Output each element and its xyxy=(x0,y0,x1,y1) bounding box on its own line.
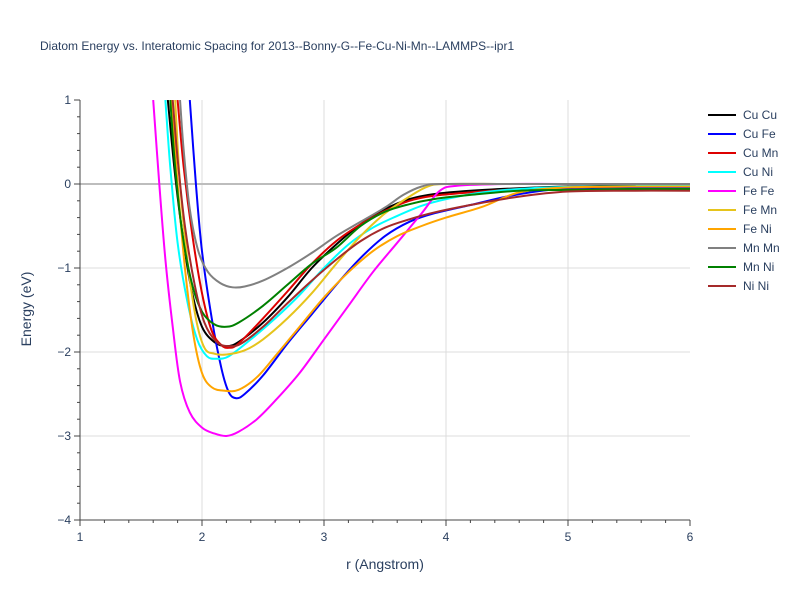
series-line-cu-fe xyxy=(188,100,690,400)
x-tick-label: 1 xyxy=(77,530,84,544)
x-tick-label: 6 xyxy=(687,530,694,544)
series-line-cu-mn xyxy=(176,100,690,349)
y-tick-label: −4 xyxy=(57,513,71,527)
legend-label: Cu Fe xyxy=(743,127,776,141)
y-tick-label: 0 xyxy=(64,177,71,191)
x-tick-label: 4 xyxy=(443,530,450,544)
legend-label: Cu Ni xyxy=(743,165,773,179)
legend-item-fe-ni[interactable]: Fe Ni xyxy=(708,222,772,236)
legend-label: Mn Ni xyxy=(743,260,774,274)
legend-label: Cu Mn xyxy=(743,146,778,160)
y-axis-label: Energy (eV) xyxy=(18,272,34,347)
legend-item-fe-fe[interactable]: Fe Fe xyxy=(708,184,775,198)
legend-item-mn-mn[interactable]: Mn Mn xyxy=(708,241,780,255)
legend-item-ni-ni[interactable]: Ni Ni xyxy=(708,279,769,293)
legend-label: Ni Ni xyxy=(743,279,769,293)
legend-item-cu-fe[interactable]: Cu Fe xyxy=(708,127,776,141)
legend-item-cu-ni[interactable]: Cu Ni xyxy=(708,165,773,179)
legend-label: Fe Mn xyxy=(743,203,777,217)
series-line-mn-mn xyxy=(179,100,690,289)
legend-item-mn-ni[interactable]: Mn Ni xyxy=(708,260,774,274)
legend-item-cu-cu[interactable]: Cu Cu xyxy=(708,108,777,122)
legend-label: Fe Ni xyxy=(743,222,772,236)
y-tick-label: −1 xyxy=(57,261,71,275)
series-line-mn-ni xyxy=(169,100,690,328)
y-tick-label: 1 xyxy=(64,93,71,107)
chart-title: Diatom Energy vs. Interatomic Spacing fo… xyxy=(40,39,514,53)
plot-area xyxy=(152,100,690,438)
x-tick-label: 5 xyxy=(565,530,572,544)
legend-label: Fe Fe xyxy=(743,184,775,198)
legend-item-fe-mn[interactable]: Fe Mn xyxy=(708,203,777,217)
legend-item-cu-mn[interactable]: Cu Mn xyxy=(708,146,778,160)
series-line-fe-fe xyxy=(152,100,690,438)
legend[interactable]: Cu Cu Cu Fe Cu Mn Cu Ni Fe Fe Fe Mn Fe Ni Mn Mn… xyxy=(708,108,780,293)
y-tick-label: −3 xyxy=(57,429,71,443)
axes: 1 2 3 4 5 6 1 0 −1 −2 −3 −4 xyxy=(57,93,693,544)
legend-label: Mn Mn xyxy=(743,241,780,255)
x-axis-label: r (Angstrom) xyxy=(346,556,424,572)
legend-label: Cu Cu xyxy=(743,108,777,122)
x-tick-label: 2 xyxy=(199,530,206,544)
series-line-ni-ni xyxy=(171,100,690,348)
series-line-fe-mn xyxy=(174,100,690,356)
y-tick-label: −2 xyxy=(57,345,71,359)
x-tick-label: 3 xyxy=(321,530,328,544)
